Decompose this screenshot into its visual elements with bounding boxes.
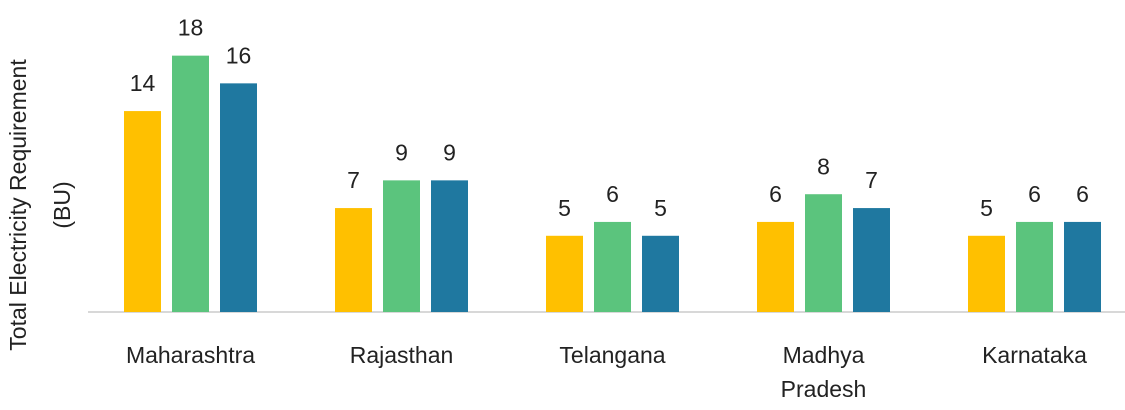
data-label: 6 <box>769 181 782 207</box>
bar <box>431 180 468 312</box>
bar <box>546 235 583 312</box>
data-label: 5 <box>558 195 571 221</box>
data-label: 6 <box>1076 181 1089 207</box>
x-tick-label: Telangana <box>559 342 666 368</box>
data-label: 6 <box>606 181 619 207</box>
bar <box>968 235 1005 312</box>
data-label: 9 <box>395 139 408 165</box>
data-label: 6 <box>1028 181 1041 207</box>
data-label: 18 <box>178 15 204 41</box>
y-axis-label: (BU) <box>49 181 75 228</box>
x-tick-label: Rajasthan <box>349 342 454 368</box>
data-label: 5 <box>980 195 993 221</box>
bar <box>383 180 420 312</box>
data-label: 14 <box>130 70 156 96</box>
data-label: 8 <box>817 153 830 179</box>
bar <box>594 221 631 312</box>
bar <box>172 55 209 313</box>
bar <box>335 208 372 312</box>
bar <box>1064 221 1101 312</box>
bar <box>853 208 890 312</box>
data-label: 7 <box>865 167 878 193</box>
x-tick-label: Madhya Pradesh <box>780 342 867 402</box>
bar <box>805 194 842 312</box>
x-tick-label: Karnataka <box>982 342 1087 368</box>
data-label: 9 <box>443 139 456 165</box>
x-tick-label: Maharashtra <box>125 342 256 368</box>
data-label: 5 <box>654 195 667 221</box>
bar <box>220 83 257 312</box>
bar <box>642 235 679 312</box>
bar <box>124 111 161 312</box>
data-label: 7 <box>347 167 360 193</box>
y-axis-label: Total Electricity Requirement <box>5 59 31 351</box>
bar <box>1016 221 1053 312</box>
bar <box>757 221 794 312</box>
data-label: 16 <box>226 42 252 68</box>
